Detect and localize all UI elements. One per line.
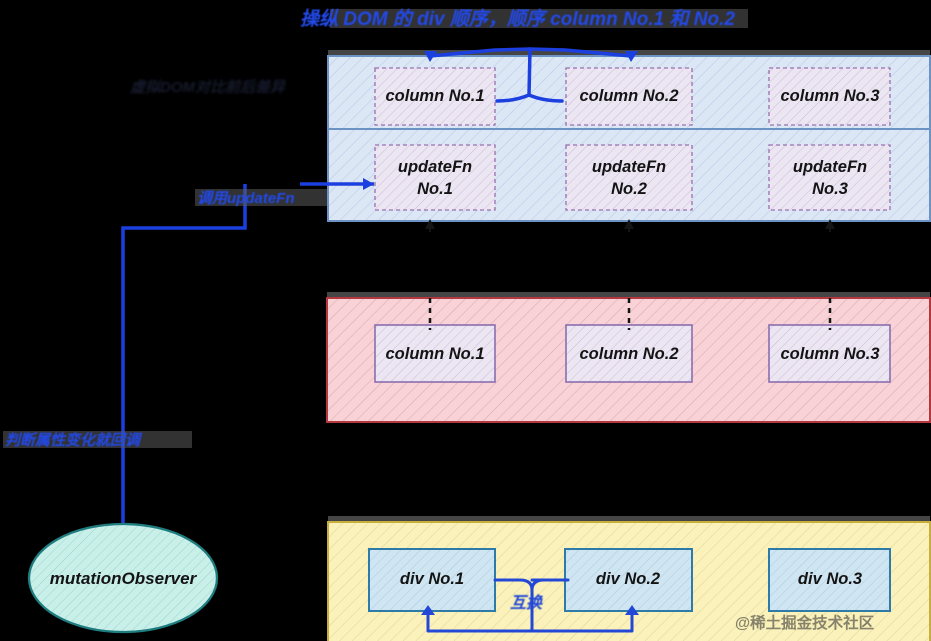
svg-text:互换: 互换 (510, 594, 543, 612)
svg-text:column No.2: column No.2 (579, 87, 678, 105)
svg-text:column No.2: column No.2 (579, 345, 678, 363)
svg-text:判断属性变化就回调: 判断属性变化就回调 (5, 431, 143, 449)
svg-text:调用updateFn: 调用updateFn (197, 190, 295, 207)
svg-text:column No.1: column No.1 (385, 87, 484, 105)
svg-text:div No.3: div No.3 (798, 570, 862, 588)
svg-text:No.2: No.2 (611, 180, 647, 198)
svg-text:操纵 DOM 的 div 顺序，顺序 column No.1: 操纵 DOM 的 div 顺序，顺序 column No.1 和 No.2 (300, 8, 735, 30)
svg-text:updateFn: updateFn (592, 158, 666, 176)
svg-text:column No.3: column No.3 (780, 345, 879, 363)
svg-text:虚拟DOM对比前后差异: 虚拟DOM对比前后差异 (129, 78, 287, 96)
svg-text:column No.3: column No.3 (780, 87, 879, 105)
svg-text:column No.1: column No.1 (385, 345, 484, 363)
svg-text:updateFn: updateFn (398, 158, 472, 176)
svg-text:div No.2: div No.2 (596, 570, 660, 588)
svg-text:div No.1: div No.1 (400, 570, 464, 588)
svg-text:No.3: No.3 (812, 180, 848, 198)
svg-text:mutationObserver: mutationObserver (50, 569, 198, 588)
svg-text:@稀土掘金技术社区: @稀土掘金技术社区 (735, 613, 875, 632)
svg-text:updateFn: updateFn (793, 158, 867, 176)
svg-text:No.1: No.1 (417, 180, 453, 198)
